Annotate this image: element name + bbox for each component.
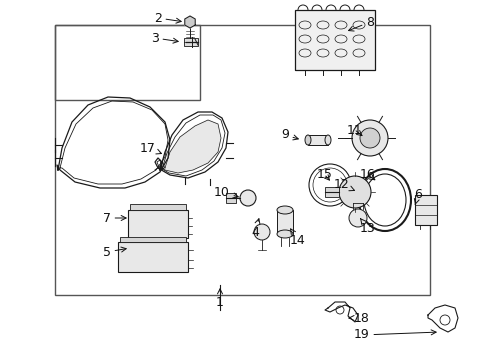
Bar xyxy=(307,135,327,145)
Bar xyxy=(128,210,187,238)
Text: 12: 12 xyxy=(333,179,354,192)
Text: 14: 14 xyxy=(289,229,305,247)
Circle shape xyxy=(240,190,256,206)
Bar xyxy=(276,210,292,234)
Text: 3: 3 xyxy=(151,31,178,45)
Text: 17: 17 xyxy=(140,141,161,154)
Polygon shape xyxy=(160,120,221,173)
Text: 18: 18 xyxy=(348,311,369,324)
Circle shape xyxy=(253,224,269,240)
Bar xyxy=(294,10,374,70)
Text: 4: 4 xyxy=(250,219,259,238)
Ellipse shape xyxy=(276,206,292,214)
Bar xyxy=(225,193,236,203)
Text: 7: 7 xyxy=(103,211,126,225)
Bar xyxy=(118,242,187,272)
Text: 10: 10 xyxy=(214,185,238,198)
Bar xyxy=(325,187,338,197)
Text: 16: 16 xyxy=(359,168,375,181)
Bar xyxy=(55,25,200,100)
Text: 5: 5 xyxy=(103,246,126,258)
Circle shape xyxy=(351,120,387,156)
Bar xyxy=(55,25,429,295)
Text: 1: 1 xyxy=(216,289,224,309)
Text: 6: 6 xyxy=(413,189,421,204)
Circle shape xyxy=(338,176,370,208)
Ellipse shape xyxy=(325,135,330,145)
Text: 9: 9 xyxy=(281,129,298,141)
Text: 8: 8 xyxy=(348,15,373,31)
Text: 15: 15 xyxy=(316,168,332,181)
Bar xyxy=(130,204,185,210)
Circle shape xyxy=(359,128,379,148)
Ellipse shape xyxy=(305,135,310,145)
Ellipse shape xyxy=(276,230,292,238)
Text: 11: 11 xyxy=(346,123,362,136)
Bar xyxy=(414,195,436,225)
Polygon shape xyxy=(184,16,195,28)
Circle shape xyxy=(348,209,366,227)
Text: 19: 19 xyxy=(353,328,435,342)
Text: 13: 13 xyxy=(359,219,375,234)
Bar xyxy=(120,237,185,242)
Text: 2: 2 xyxy=(154,12,181,24)
Bar xyxy=(183,38,198,46)
